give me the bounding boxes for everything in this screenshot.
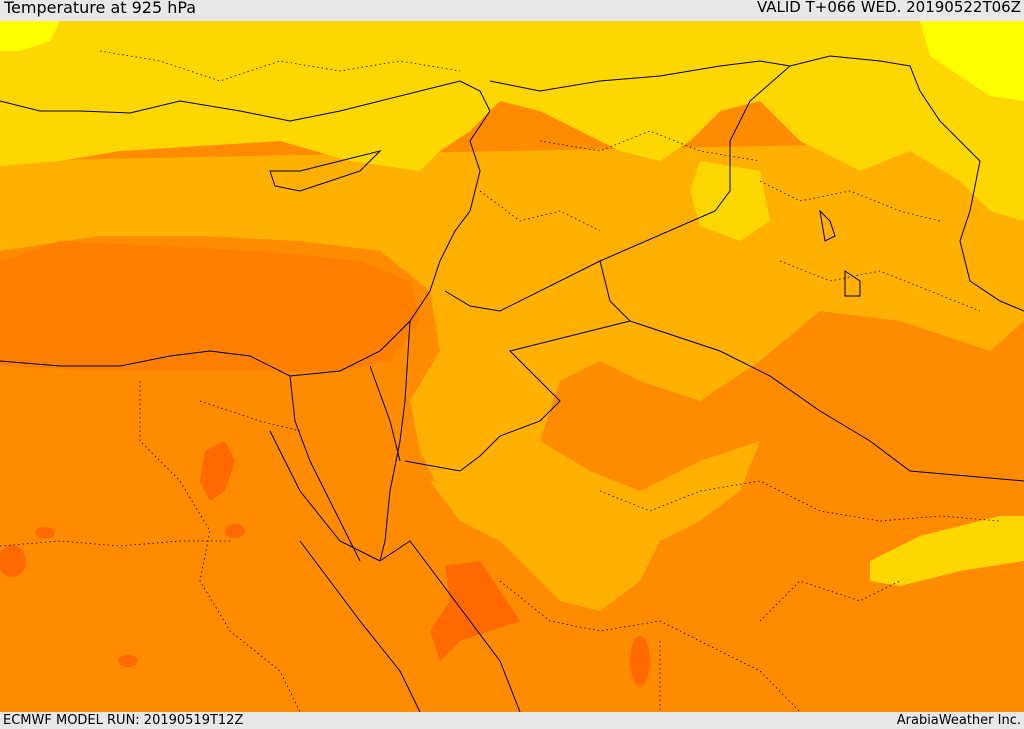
- model-run-label: ECMWF MODEL RUN: 20190519T12Z: [3, 713, 244, 728]
- map-panel[interactable]: [0, 21, 1024, 712]
- brand-label: ArabiaWeather Inc.: [896, 713, 1021, 728]
- footer-bar: ECMWF MODEL RUN: 20190519T12Z ArabiaWeat…: [0, 712, 1024, 729]
- temp-band-yellow-bright-ne: [920, 21, 1024, 101]
- header-bar: Temperature at 925 hPa VALID T+066 WED. …: [0, 0, 1024, 21]
- temp-band-yellow: [0, 21, 1024, 221]
- temp-hotspot-minor: [225, 524, 245, 538]
- temp-hotspot-west: [0, 545, 26, 577]
- temp-band-orange-west: [0, 241, 420, 371]
- temp-hotspot-south: [630, 636, 650, 686]
- temp-band-amber: [0, 141, 1024, 611]
- temp-hotspot-minor: [118, 655, 138, 667]
- temp-band-yellow-southeast: [870, 516, 1024, 586]
- country-borders: [369, 55, 1024, 482]
- temp-band-amber-saudi: [430, 481, 600, 591]
- coastlines: [0, 80, 861, 712]
- temp-hotspot-redsea: [430, 561, 520, 661]
- temp-band-yellow-bright-nw: [0, 21, 60, 51]
- valid-time: VALID T+066 WED. 20190522T06Z: [756, 0, 1021, 16]
- temp-band-yellow-east: [690, 161, 770, 241]
- admin-borders: [0, 50, 1001, 712]
- temp-hotspot-minor: [35, 527, 55, 539]
- temperature-map: [0, 21, 1024, 712]
- temp-hotspot-nile: [200, 441, 235, 501]
- map-title: Temperature at 925 hPa: [4, 0, 197, 17]
